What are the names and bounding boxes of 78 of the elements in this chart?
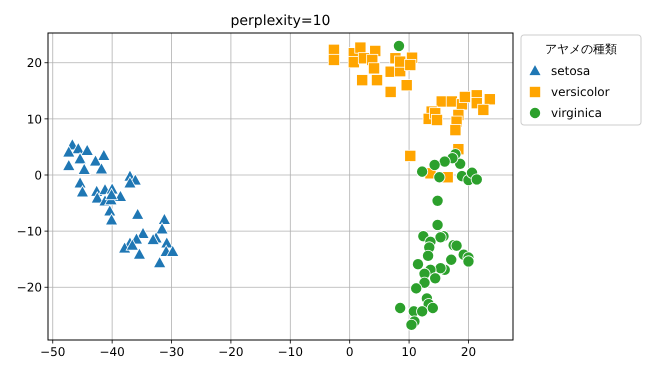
point xyxy=(62,145,76,158)
legend-label: setosa xyxy=(551,64,590,78)
point xyxy=(410,282,422,294)
point xyxy=(416,166,428,178)
x-tick-label: −30 xyxy=(158,345,184,359)
x-tick-label: 20 xyxy=(460,345,476,359)
point xyxy=(114,190,128,202)
point xyxy=(462,255,474,268)
y-tick-label: 10 xyxy=(26,112,42,126)
point xyxy=(445,254,458,266)
point xyxy=(458,90,471,103)
point xyxy=(405,318,418,331)
point xyxy=(78,162,91,175)
point xyxy=(438,156,451,168)
point xyxy=(356,74,368,86)
point xyxy=(392,40,405,52)
x-tick-label: 0 xyxy=(346,345,354,359)
point xyxy=(166,244,180,257)
point xyxy=(126,238,139,251)
point xyxy=(104,213,118,226)
point xyxy=(153,256,166,268)
y-tick-label: 20 xyxy=(26,56,42,70)
point xyxy=(62,158,76,171)
point xyxy=(104,188,118,200)
point xyxy=(429,272,442,284)
x-tick-label: −50 xyxy=(40,345,66,359)
point xyxy=(76,185,90,198)
point xyxy=(432,218,444,231)
point xyxy=(428,158,441,171)
point xyxy=(158,212,171,225)
point xyxy=(132,248,146,260)
point xyxy=(123,176,137,188)
point xyxy=(434,231,447,244)
y-tick-label: −20 xyxy=(16,280,42,295)
point xyxy=(432,194,444,207)
point xyxy=(103,204,116,216)
point xyxy=(433,171,446,184)
point xyxy=(97,148,110,161)
point xyxy=(394,302,406,314)
x-tick-label: −10 xyxy=(278,345,303,359)
point xyxy=(470,173,483,186)
point xyxy=(146,232,160,245)
point xyxy=(449,124,462,136)
x-tick-label: −20 xyxy=(218,345,244,359)
point xyxy=(368,62,380,74)
legend-label: virginica xyxy=(551,106,602,120)
point xyxy=(416,305,428,318)
point xyxy=(354,42,366,54)
point xyxy=(74,152,87,164)
chart-title: perplexity=10 xyxy=(230,13,330,29)
point xyxy=(94,162,108,174)
point xyxy=(412,258,424,270)
point xyxy=(371,74,384,86)
point xyxy=(450,240,463,252)
point xyxy=(404,58,416,71)
legend-title: アヤメの種類 xyxy=(545,42,617,56)
point xyxy=(155,222,169,234)
x-tick-label: 10 xyxy=(401,345,417,359)
y-tick-label: 0 xyxy=(34,168,42,182)
point xyxy=(477,104,490,116)
point xyxy=(484,93,496,106)
point xyxy=(88,154,102,166)
point xyxy=(404,150,416,162)
point xyxy=(422,250,434,262)
y-tick-label: −10 xyxy=(16,224,42,239)
point xyxy=(430,114,443,126)
point xyxy=(328,54,340,66)
point xyxy=(400,79,413,92)
legend-label: versicolor xyxy=(551,85,610,99)
point xyxy=(394,56,406,68)
point xyxy=(384,86,397,98)
point xyxy=(418,276,431,289)
x-tick-label: −40 xyxy=(99,345,125,359)
point xyxy=(80,144,94,156)
point xyxy=(131,208,144,220)
point xyxy=(434,262,447,274)
point xyxy=(426,302,439,314)
point xyxy=(74,176,87,188)
